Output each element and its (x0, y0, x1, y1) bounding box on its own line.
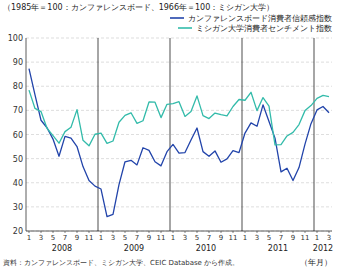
x-tick-label: 11 (85, 234, 94, 242)
x-tick-label: 3 (183, 234, 187, 242)
y-tick-label: 70 (13, 106, 23, 115)
x-tick (257, 231, 258, 233)
x-tick (329, 231, 330, 233)
grid-line (26, 86, 332, 87)
x-tick-label: 5 (267, 234, 271, 242)
y-tick-label: 90 (13, 58, 23, 67)
subtitle: （1985年＝100：カンファレンスボード、1966年＝100：ミシガン大学） (3, 3, 274, 12)
x-tick-label: 11 (229, 234, 238, 242)
legend-label: カンファレンスボード消費者信頼感指数 (188, 14, 332, 23)
x-tick (221, 231, 222, 233)
grid-line (26, 110, 332, 111)
x-tick (269, 231, 270, 233)
x-tick-label: 5 (123, 234, 127, 242)
y-tick-label: 20 (13, 227, 23, 236)
x-tick (65, 231, 66, 233)
x-tick-label: 3 (39, 234, 43, 242)
x-tick (173, 231, 174, 233)
year-separator (314, 38, 315, 231)
source: 資料：カンファレンスボード、ミシガン大学、CEIC Database から作成。 (3, 259, 239, 267)
x-tick (137, 231, 138, 233)
grid-line (26, 206, 332, 207)
x-tick-label: 7 (279, 234, 283, 242)
x-axis (26, 231, 332, 232)
x-tick-label: 1 (315, 234, 319, 242)
year-label: 2009 (124, 244, 144, 253)
grid-line (26, 182, 332, 183)
y-tick-label: 80 (13, 82, 23, 91)
legend-label: ミシガン大学消費者センチメント指数 (196, 24, 332, 33)
x-tick-label: 3 (327, 234, 331, 242)
grid-line (26, 231, 332, 232)
grid-line (26, 62, 332, 63)
x-tick-label: 11 (157, 234, 166, 242)
x-tick (305, 231, 306, 233)
x-tick (185, 231, 186, 233)
x-tick (317, 231, 318, 233)
y-tick-label: 100 (8, 34, 23, 43)
y-tick-label: 40 (13, 179, 23, 188)
year-separator (170, 38, 171, 231)
x-tick-label: 9 (147, 234, 151, 242)
plot-area (29, 69, 329, 217)
y-tick-label: 60 (13, 131, 23, 140)
x-tick-label: 7 (135, 234, 139, 242)
x-tick-label: 3 (255, 234, 259, 242)
legend: カンファレンスボード消費者信頼感指数ミシガン大学消費者センチメント指数 (170, 14, 332, 33)
x-tick-label: 5 (51, 234, 55, 242)
x-tick-label: 1 (27, 234, 31, 242)
x-tick-label: 1 (99, 234, 103, 242)
year-label: 2008 (52, 244, 72, 253)
x-tick (101, 231, 102, 233)
x-tick-label: 1 (243, 234, 247, 242)
x-tick (29, 231, 30, 233)
x-tick (209, 231, 210, 233)
year-label: 2011 (268, 244, 288, 253)
year-separator (98, 38, 99, 231)
x-tick (161, 231, 162, 233)
x-tick (293, 231, 294, 233)
x-tick-label: 9 (291, 234, 295, 242)
x-tick-label: 1 (171, 234, 175, 242)
x-tick-label: 5 (195, 234, 199, 242)
year-separator (242, 38, 243, 231)
x-tick (125, 231, 126, 233)
x-axis-label: （年月） (300, 258, 332, 267)
x-tick (233, 231, 234, 233)
grid-line (26, 38, 332, 39)
x-tick (197, 231, 198, 233)
series-line (29, 90, 329, 146)
x-tick-label: 11 (301, 234, 310, 242)
year-label: 2010 (196, 244, 216, 253)
x-tick (281, 231, 282, 233)
x-tick-label: 3 (111, 234, 115, 242)
x-tick-label: 9 (219, 234, 223, 242)
series-line (29, 69, 329, 217)
grid-line (26, 158, 332, 159)
x-tick (53, 231, 54, 233)
chart: （1985年＝100：カンファレンスボード、1966年＝100：ミシガン大学） 2… (0, 0, 340, 269)
y-tick-label: 30 (13, 203, 23, 212)
x-tick-label: 9 (75, 234, 79, 242)
y-tick-label: 50 (13, 155, 23, 164)
y-axis (26, 38, 27, 231)
grid-line (26, 134, 332, 135)
year-label: 2012 (313, 244, 333, 253)
x-tick (113, 231, 114, 233)
x-tick-label: 7 (207, 234, 211, 242)
x-tick (89, 231, 90, 233)
x-tick (77, 231, 78, 233)
legend-swatch (170, 17, 184, 19)
x-tick-label: 7 (63, 234, 67, 242)
x-tick (41, 231, 42, 233)
x-tick (245, 231, 246, 233)
x-tick (149, 231, 150, 233)
y-grid (26, 38, 332, 231)
legend-swatch (178, 27, 192, 29)
